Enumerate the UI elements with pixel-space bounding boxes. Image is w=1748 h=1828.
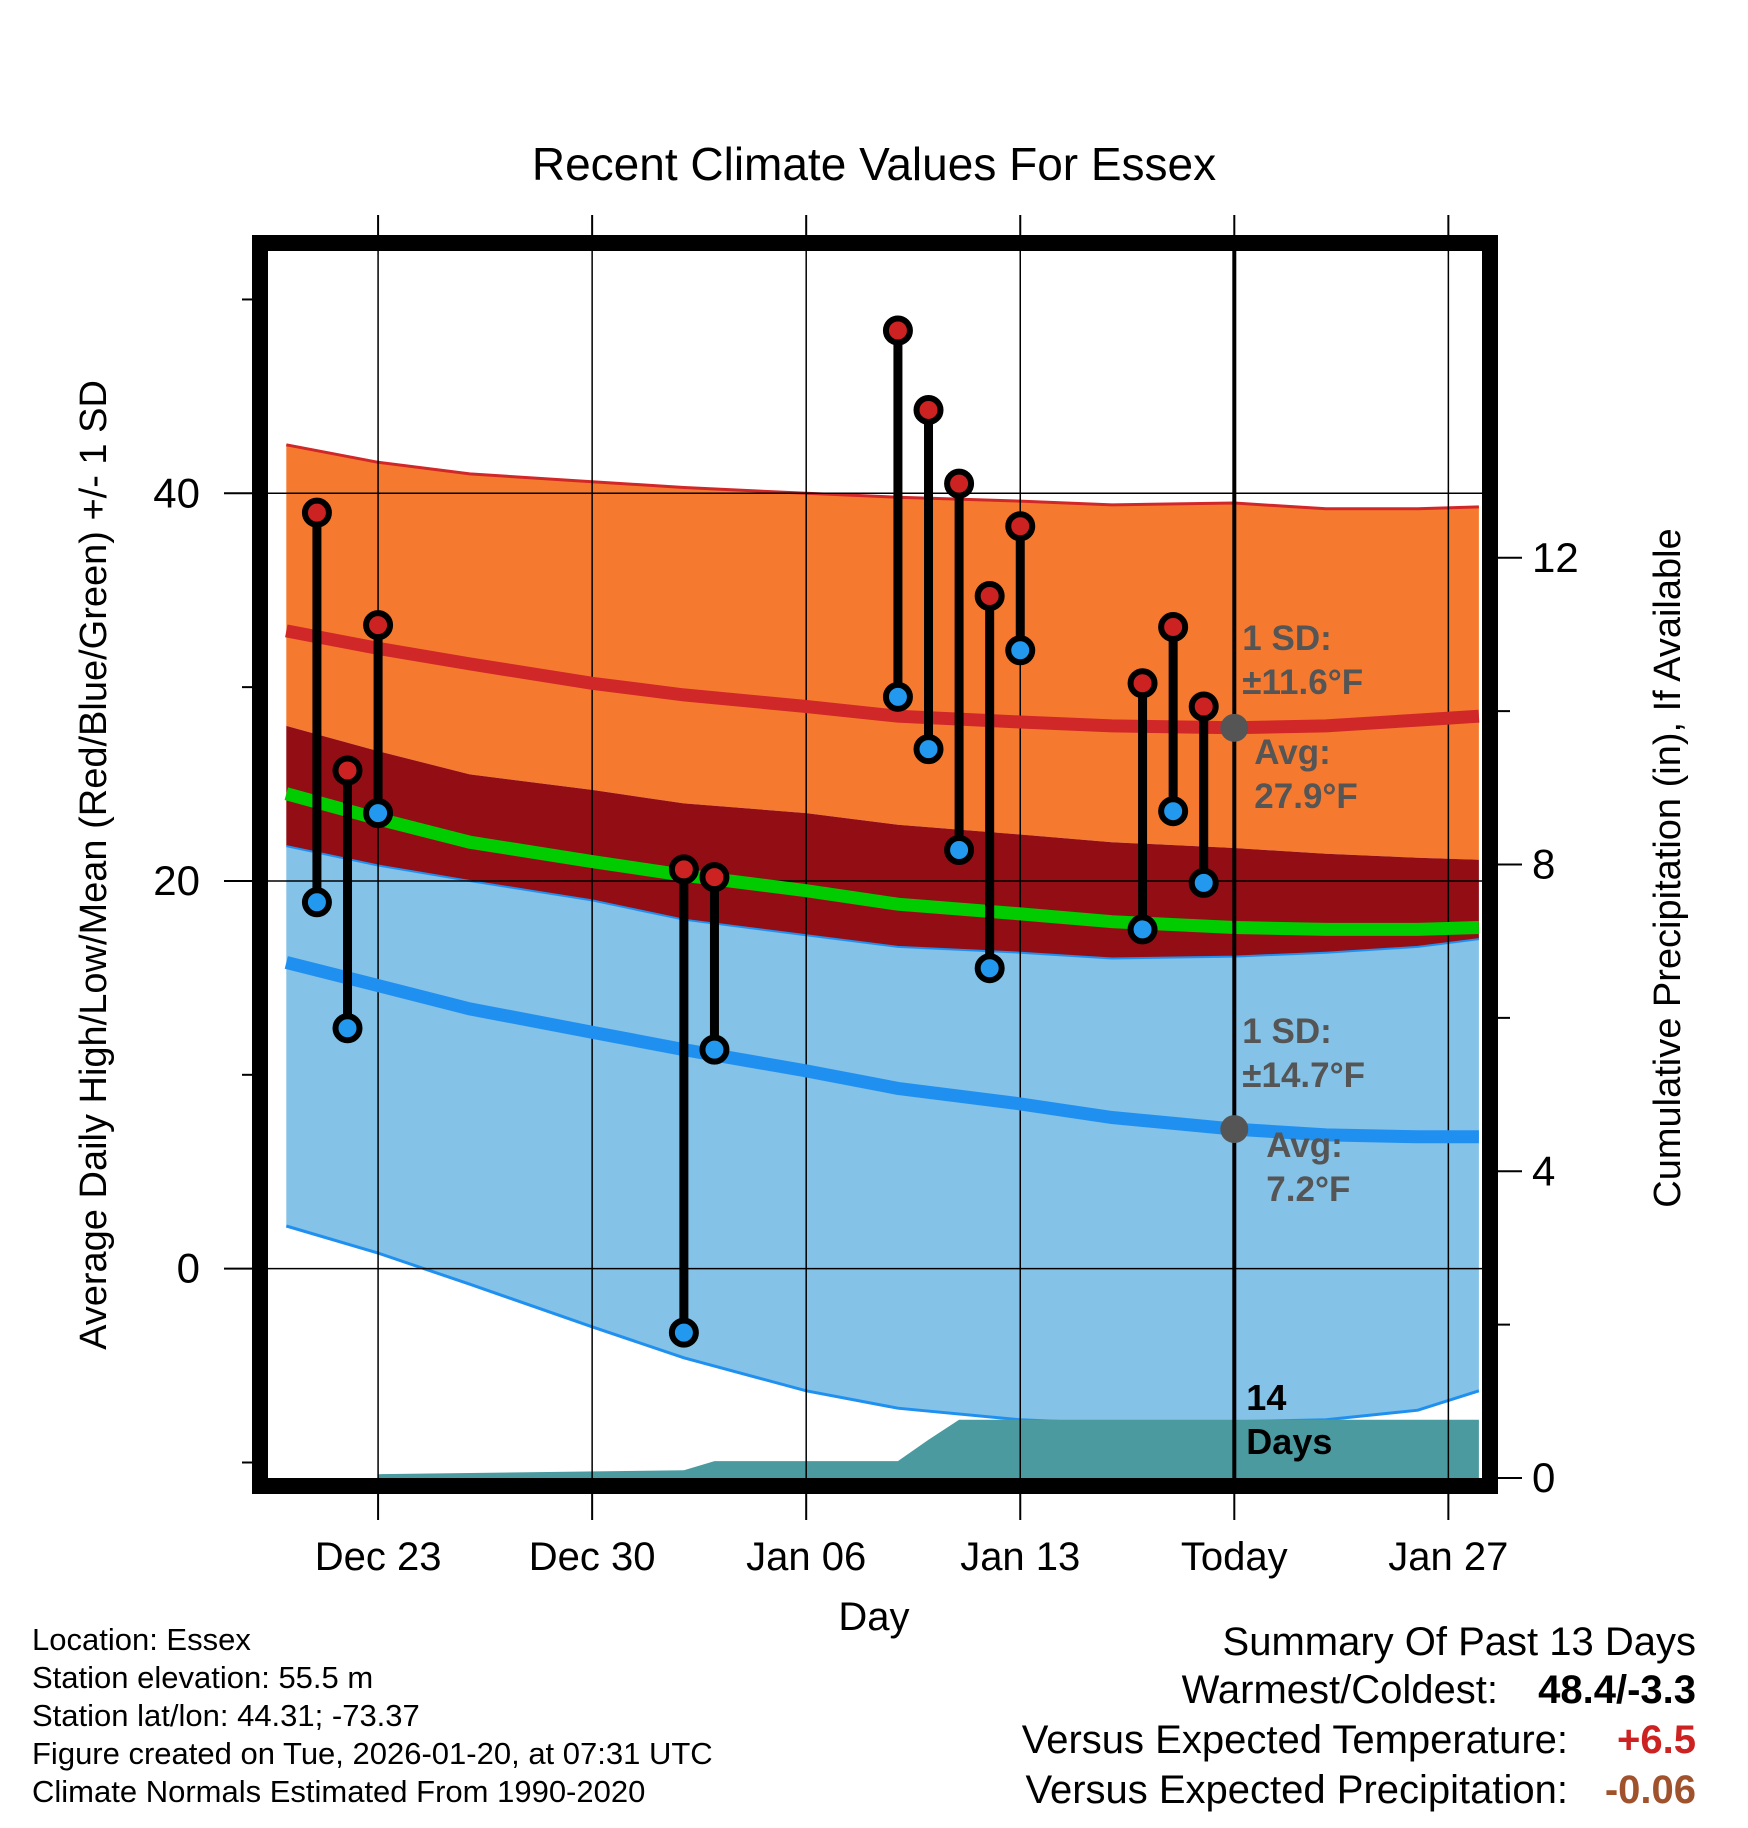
- summary-precip-value: -0.06: [1604, 1768, 1696, 1812]
- obs-low-point: [301, 887, 332, 918]
- obs-high-point: [668, 854, 699, 885]
- x-tick-label: Jan 27: [1388, 1535, 1508, 1579]
- station-latlon: Station lat/lon: 44.31; -73.37: [32, 1698, 420, 1733]
- y2-tick-label: 0: [1532, 1454, 1555, 1501]
- obs-low-point: [1158, 796, 1189, 827]
- x-tick-label: Dec 30: [529, 1535, 656, 1579]
- days-text-label: Days: [1246, 1421, 1332, 1462]
- summary-temp-value: +6.5: [1617, 1718, 1696, 1762]
- low-avg-label: Avg:: [1266, 1126, 1342, 1165]
- chart-title: Recent Climate Values For Essex: [532, 138, 1216, 190]
- obs-low-point: [882, 681, 913, 712]
- low-avg-point: [1220, 1115, 1249, 1144]
- obs-high-point: [699, 862, 730, 893]
- figure-created: Figure created on Tue, 2026-01-20, at 07…: [32, 1736, 713, 1771]
- station-elevation: Station elevation: 55.5 m: [32, 1660, 374, 1695]
- high-avg-value: 27.9°F: [1254, 777, 1358, 816]
- summary-warmest-value: 48.4/-3.3: [1538, 1668, 1696, 1712]
- y2-tick-label: 4: [1532, 1147, 1555, 1194]
- y-tick-label: 0: [177, 1245, 200, 1292]
- x-tick-label: Dec 23: [315, 1535, 442, 1579]
- obs-low-point: [668, 1317, 699, 1348]
- climate-normals: Climate Normals Estimated From 1990-2020: [32, 1774, 646, 1809]
- x-axis-label: Day: [838, 1595, 909, 1639]
- y2-tick-label: 12: [1532, 534, 1579, 581]
- x-tick-label: Jan 13: [960, 1535, 1080, 1579]
- obs-high-point: [913, 394, 944, 425]
- obs-low-point: [699, 1034, 730, 1065]
- obs-low-point: [332, 1013, 363, 1044]
- obs-low-point: [1005, 635, 1036, 666]
- obs-high-point: [1158, 612, 1189, 643]
- y-tick-label: 40: [153, 469, 200, 516]
- obs-low-point: [944, 834, 975, 865]
- obs-low-point: [1127, 914, 1158, 945]
- y2-tick-label: 8: [1532, 841, 1555, 888]
- high-avg-point: [1220, 713, 1249, 742]
- normal-mean-line: [284, 787, 1480, 936]
- obs-high-point: [1005, 511, 1036, 542]
- low-sd-label: 1 SD:: [1242, 1012, 1331, 1051]
- summary-temp-label: Versus Expected Temperature:: [1021, 1718, 1568, 1762]
- obs-high-point: [974, 581, 1005, 612]
- obs-high-point: [1188, 691, 1219, 722]
- obs-low-point: [913, 734, 944, 765]
- low-avg-value: 7.2°F: [1266, 1170, 1350, 1209]
- obs-high-point: [363, 610, 394, 641]
- high-avg-label: Avg:: [1254, 733, 1330, 772]
- obs-high-point: [1127, 668, 1158, 699]
- high-sd-band: [286, 444, 1479, 860]
- plot-frame: [252, 235, 1498, 1494]
- y-tick-label: 20: [153, 857, 200, 904]
- overlap-band: [286, 725, 1479, 959]
- station-location: Location: Essex: [32, 1622, 251, 1657]
- high-sd-value: ±11.6°F: [1242, 663, 1363, 702]
- normal-low-line: [284, 956, 1479, 1144]
- low-sd-value: ±14.7°F: [1242, 1056, 1365, 1095]
- y-axis-label: Average Daily High/Low/Mean (Red/Blue/Gr…: [73, 380, 115, 1350]
- obs-low-point: [1188, 867, 1219, 898]
- obs-low-point: [974, 953, 1005, 984]
- x-tick-label: Today: [1181, 1535, 1288, 1579]
- summary-precip-label: Versus Expected Precipitation:: [1025, 1768, 1568, 1812]
- summary-warmest-label: Warmest/Coldest:: [1181, 1668, 1498, 1712]
- precip-area: [378, 1419, 1479, 1478]
- summary-title: Summary Of Past 13 Days: [1222, 1620, 1696, 1664]
- y2-axis-label: Cumulative Precipitation (in), If Availa…: [1647, 528, 1689, 1207]
- obs-low-point: [363, 798, 394, 829]
- high-sd-label: 1 SD:: [1242, 619, 1331, 658]
- obs-high-point: [882, 315, 913, 346]
- days-count-label: 14: [1246, 1377, 1286, 1418]
- normal-high-line: [285, 624, 1480, 735]
- low-sd-band: [286, 846, 1479, 1424]
- obs-high-point: [301, 497, 332, 528]
- obs-high-point: [332, 755, 363, 786]
- x-tick-label: Jan 06: [746, 1535, 866, 1579]
- obs-high-point: [944, 468, 975, 499]
